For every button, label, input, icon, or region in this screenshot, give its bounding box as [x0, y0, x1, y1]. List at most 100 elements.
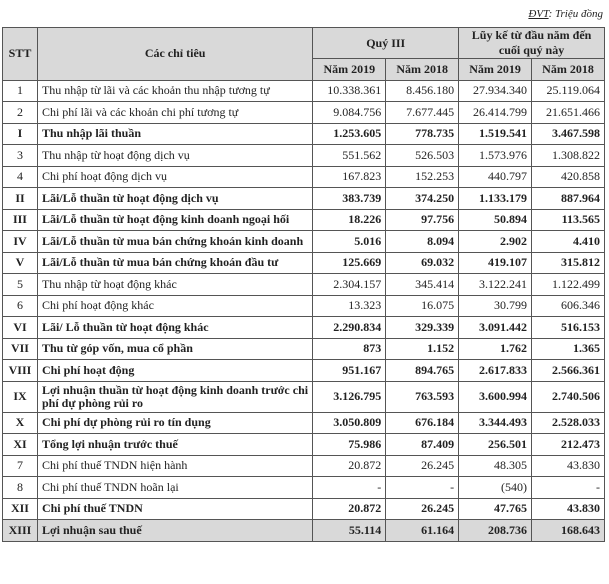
- row-stt: IV: [2, 230, 38, 253]
- ytd-2018: 21.651.466: [531, 101, 605, 124]
- row-stt: VI: [2, 316, 38, 339]
- ytd-2019: 27.934.340: [458, 79, 533, 102]
- header-q-2019: Năm 2019: [312, 58, 387, 81]
- row-label: Lãi/Lỗ thuần từ hoạt động kinh doanh ngo…: [36, 208, 314, 231]
- row-stt: XI: [2, 433, 38, 456]
- row-label: Thu nhập từ hoạt động khác: [36, 273, 314, 296]
- q3-2019: 383.739: [312, 187, 387, 210]
- row-stt: V: [2, 251, 38, 274]
- header-stt: STT: [2, 27, 38, 81]
- ytd-2019: 1.519.541: [458, 122, 533, 145]
- q3-2019: 551.562: [312, 144, 387, 167]
- header-q-2018: Năm 2018: [385, 58, 460, 81]
- ytd-2019: 1.133.179: [458, 187, 533, 210]
- q3-2018: 8.456.180: [385, 79, 460, 102]
- ytd-2018: 3.467.598: [531, 122, 605, 145]
- ytd-2018: 4.410: [531, 230, 605, 253]
- row-label: Chi phí hoạt động: [36, 359, 314, 382]
- row-label: Lợi nhuận sau thuế: [36, 519, 314, 542]
- row-stt: 6: [2, 294, 38, 317]
- ytd-2018: 43.830: [531, 497, 605, 520]
- table-row: 6 Chi phí hoạt động khác 13.323 16.075 30.79…: [2, 294, 605, 317]
- ytd-2019: 1.573.976: [458, 144, 533, 167]
- table-row: 8 Chi phí thuế TNDN hoãn lại - - (540) -: [2, 476, 605, 499]
- row-label: Lãi/Lỗ thuần từ mua bán chứng khoán kinh…: [36, 230, 314, 253]
- q3-2018: 763.593: [385, 380, 460, 413]
- q3-2019: 55.114: [312, 519, 387, 542]
- row-label: Lợi nhuận thuần từ hoạt động kinh doanh …: [36, 380, 314, 413]
- q3-2019: -: [312, 476, 387, 499]
- table-row: 2 Chi phí lãi và các khoản chi phí tương …: [2, 101, 605, 124]
- ytd-2018: 1.365: [531, 337, 605, 360]
- table-row: VI Lãi/ Lỗ thuần từ hoạt động khác 2.290.8…: [2, 316, 605, 339]
- row-stt: IX: [2, 380, 38, 413]
- ytd-2018: 1.308.822: [531, 144, 605, 167]
- q3-2018: -: [385, 476, 460, 499]
- row-label: Thu nhập từ lãi và các khoản thu nhập tư…: [36, 79, 314, 102]
- q3-2018: 16.075: [385, 294, 460, 317]
- header-indicator: Các chỉ tiêu: [36, 27, 314, 81]
- q3-2018: 26.245: [385, 497, 460, 520]
- table-row: VII Thu từ góp vốn, mua cổ phần 873 1.152 1.…: [2, 337, 605, 360]
- unit-note: ĐVT: Triệu đồng: [528, 8, 603, 20]
- row-label: Lãi/Lỗ thuần từ hoạt động dịch vụ: [36, 187, 314, 210]
- header-ytd-2019: Năm 2019: [458, 58, 533, 81]
- row-stt: VIII: [2, 359, 38, 382]
- row-label: Chi phí thuế TNDN: [36, 497, 314, 520]
- ytd-2019: 2.902: [458, 230, 533, 253]
- row-label: Chi phí lãi và các khoản chi phí tương t…: [36, 101, 314, 124]
- ytd-2018: 2.740.506: [531, 380, 605, 413]
- ytd-2019: 26.414.799: [458, 101, 533, 124]
- header-ytd-2018: Năm 2018: [531, 58, 605, 81]
- row-stt: III: [2, 208, 38, 231]
- q3-2018: 374.250: [385, 187, 460, 210]
- table-row: I Thu nhập lãi thuần 1.253.605 778.735 1.519…: [2, 122, 605, 145]
- q3-2019: 167.823: [312, 165, 387, 188]
- table-row: IX Lợi nhuận thuần từ hoạt động kinh doan…: [2, 380, 605, 413]
- q3-2018: 61.164: [385, 519, 460, 542]
- q3-2018: 526.503: [385, 144, 460, 167]
- row-stt: 8: [2, 476, 38, 499]
- header-ytd: Lũy kế từ đầu năm đến cuối quý này: [458, 27, 605, 59]
- q3-2019: 125.669: [312, 251, 387, 274]
- table-row: X Chi phí dự phòng rủi ro tín dụng 3.050.8…: [2, 411, 605, 434]
- row-label: Chi phí hoạt động khác: [36, 294, 314, 317]
- q3-2019: 873: [312, 337, 387, 360]
- ytd-2019: 3.600.994: [458, 380, 533, 413]
- ytd-2019: 3.091.442: [458, 316, 533, 339]
- q3-2018: 97.756: [385, 208, 460, 231]
- q3-2019: 1.253.605: [312, 122, 387, 145]
- row-stt: 4: [2, 165, 38, 188]
- ytd-2018: 1.122.499: [531, 273, 605, 296]
- header-quarter: Quý III: [312, 27, 460, 59]
- row-label: Thu nhập lãi thuần: [36, 122, 314, 145]
- ytd-2018: 25.119.064: [531, 79, 605, 102]
- ytd-2019: 1.762: [458, 337, 533, 360]
- row-label: Thu từ góp vốn, mua cổ phần: [36, 337, 314, 360]
- table-row: III Lãi/Lỗ thuần từ hoạt động kinh doanh …: [2, 208, 605, 231]
- q3-2019: 20.872: [312, 497, 387, 520]
- ytd-2019: 419.107: [458, 251, 533, 274]
- q3-2019: 9.084.756: [312, 101, 387, 124]
- ytd-2019: 208.736: [458, 519, 533, 542]
- ytd-2019: 256.501: [458, 433, 533, 456]
- q3-2019: 951.167: [312, 359, 387, 382]
- row-stt: 5: [2, 273, 38, 296]
- q3-2018: 8.094: [385, 230, 460, 253]
- row-stt: XII: [2, 497, 38, 520]
- ytd-2018: 212.473: [531, 433, 605, 456]
- table-row: II Lãi/Lỗ thuần từ hoạt động dịch vụ 383.7…: [2, 187, 605, 210]
- ytd-2019: (540): [458, 476, 533, 499]
- q3-2019: 2.290.834: [312, 316, 387, 339]
- ytd-2019: 2.617.833: [458, 359, 533, 382]
- ytd-2019: 50.894: [458, 208, 533, 231]
- table-row: 3 Thu nhập từ hoạt động dịch vụ 551.562 526…: [2, 144, 605, 167]
- q3-2019: 13.323: [312, 294, 387, 317]
- row-stt: 3: [2, 144, 38, 167]
- row-stt: VII: [2, 337, 38, 360]
- q3-2018: 676.184: [385, 411, 460, 434]
- table-row: XII Chi phí thuế TNDN 20.872 26.245 47.765 43…: [2, 497, 605, 520]
- q3-2018: 778.735: [385, 122, 460, 145]
- table-row: 1 Thu nhập từ lãi và các khoản thu nhập t…: [2, 79, 605, 102]
- q3-2019: 75.986: [312, 433, 387, 456]
